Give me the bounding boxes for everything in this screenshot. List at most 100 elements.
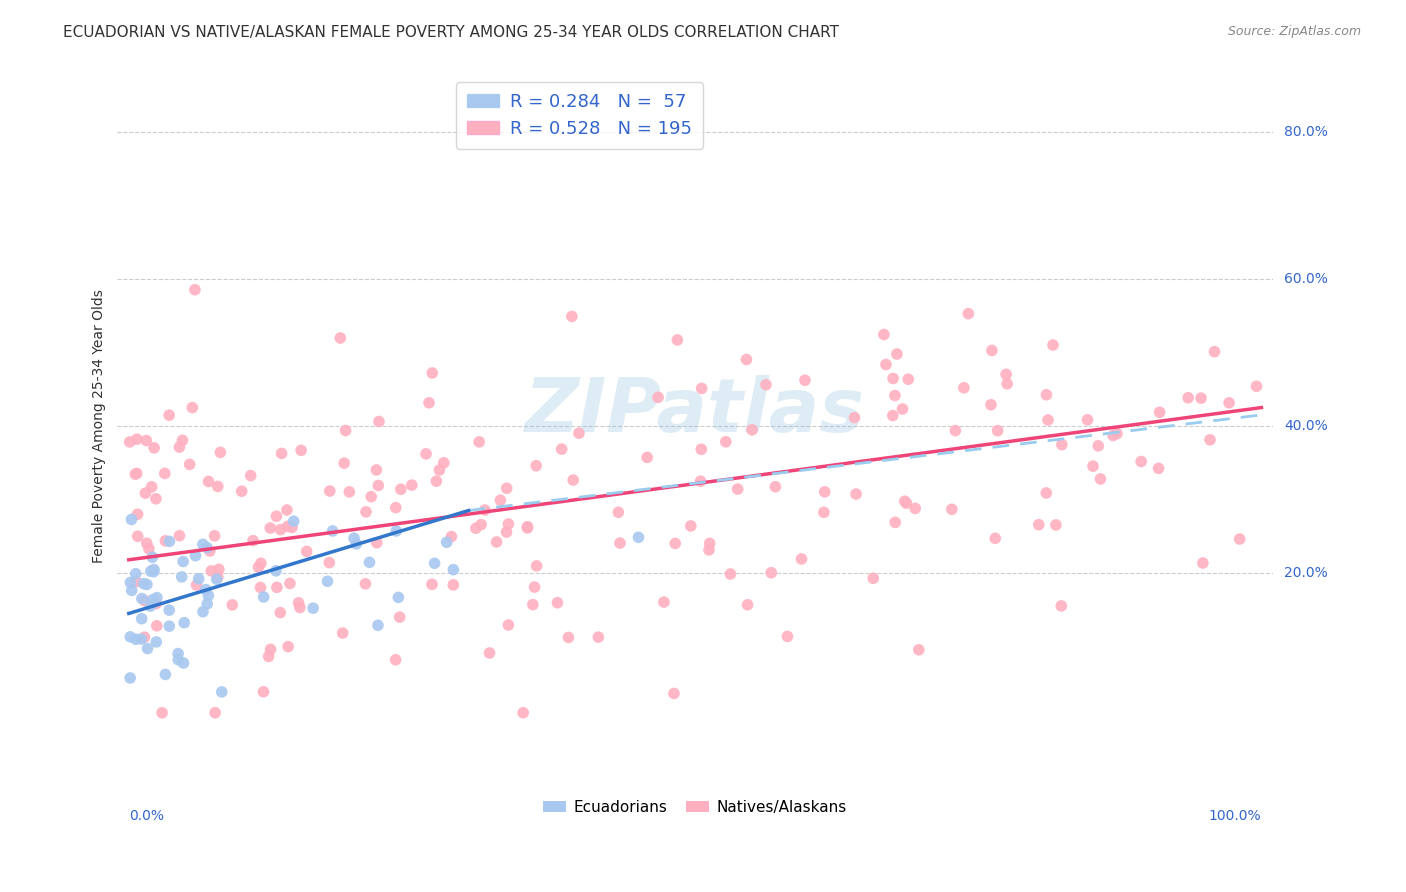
- Point: [179, 458, 201, 472]
- Point: [124, 467, 146, 482]
- Point: [136, 577, 159, 591]
- Point: [207, 570, 229, 584]
- Point: [987, 424, 1010, 438]
- Point: [662, 686, 685, 700]
- Text: 80.0%: 80.0%: [1284, 125, 1327, 139]
- Point: [118, 434, 141, 449]
- Point: [143, 441, 166, 455]
- Point: [1204, 344, 1226, 359]
- Point: [132, 576, 155, 591]
- Point: [886, 347, 908, 361]
- Point: [718, 567, 741, 582]
- Point: [418, 396, 440, 410]
- Point: [1028, 517, 1050, 532]
- Point: [425, 474, 447, 488]
- Point: [167, 647, 190, 661]
- Point: [195, 541, 218, 555]
- Point: [125, 566, 148, 581]
- Point: [436, 535, 458, 549]
- Point: [995, 376, 1018, 391]
- Point: [896, 496, 918, 510]
- Point: [287, 596, 309, 610]
- Point: [526, 558, 548, 573]
- Point: [666, 333, 689, 347]
- Point: [1105, 426, 1128, 441]
- Point: [172, 555, 194, 569]
- Point: [1229, 532, 1251, 546]
- Point: [790, 552, 813, 566]
- Point: [1076, 413, 1098, 427]
- Point: [141, 480, 163, 494]
- Point: [366, 463, 388, 477]
- Point: [908, 642, 931, 657]
- Point: [882, 371, 904, 385]
- Point: [141, 550, 163, 565]
- Point: [441, 578, 464, 592]
- Y-axis label: Female Poverty Among 25-34 Year Olds: Female Poverty Among 25-34 Year Olds: [93, 289, 107, 563]
- Point: [231, 484, 253, 499]
- Point: [253, 590, 276, 604]
- Point: [761, 566, 783, 580]
- Point: [264, 564, 287, 578]
- Point: [1246, 379, 1268, 393]
- Point: [184, 549, 207, 563]
- Point: [288, 600, 311, 615]
- Point: [173, 656, 195, 670]
- Point: [875, 358, 897, 372]
- Point: [259, 642, 281, 657]
- Point: [120, 671, 142, 685]
- Point: [401, 478, 423, 492]
- Point: [167, 653, 190, 667]
- Point: [259, 521, 281, 535]
- Point: [433, 456, 456, 470]
- Point: [135, 536, 157, 550]
- Point: [354, 576, 377, 591]
- Point: [884, 516, 907, 530]
- Point: [191, 537, 214, 551]
- Point: [714, 434, 737, 449]
- Point: [995, 368, 1018, 382]
- Point: [270, 446, 292, 460]
- Text: 0.0%: 0.0%: [129, 809, 163, 823]
- Point: [1177, 391, 1199, 405]
- Point: [904, 501, 927, 516]
- Point: [208, 562, 231, 576]
- Point: [516, 521, 538, 535]
- Point: [145, 597, 167, 611]
- Point: [814, 484, 837, 499]
- Point: [523, 580, 546, 594]
- Point: [478, 646, 501, 660]
- Point: [172, 434, 194, 448]
- Point: [221, 598, 243, 612]
- Point: [953, 381, 976, 395]
- Point: [125, 574, 148, 589]
- Point: [250, 556, 273, 570]
- Point: [1042, 338, 1064, 352]
- Legend: Ecuadorians, Natives/Alaskans: Ecuadorians, Natives/Alaskans: [537, 794, 853, 821]
- Point: [636, 450, 658, 465]
- Point: [191, 605, 214, 619]
- Point: [360, 490, 382, 504]
- Point: [468, 434, 491, 449]
- Point: [647, 390, 669, 404]
- Point: [169, 529, 191, 543]
- Point: [335, 424, 357, 438]
- Point: [387, 591, 409, 605]
- Point: [247, 560, 270, 574]
- Point: [157, 408, 180, 422]
- Point: [1147, 461, 1170, 475]
- Point: [1045, 517, 1067, 532]
- Point: [980, 343, 1002, 358]
- Point: [441, 563, 464, 577]
- Point: [690, 442, 713, 457]
- Point: [145, 635, 167, 649]
- Point: [120, 575, 142, 590]
- Point: [1035, 388, 1057, 402]
- Point: [389, 482, 412, 496]
- Point: [131, 591, 153, 606]
- Point: [195, 597, 218, 611]
- Point: [319, 484, 342, 499]
- Point: [283, 514, 305, 528]
- Point: [368, 415, 391, 429]
- Text: 60.0%: 60.0%: [1284, 272, 1327, 285]
